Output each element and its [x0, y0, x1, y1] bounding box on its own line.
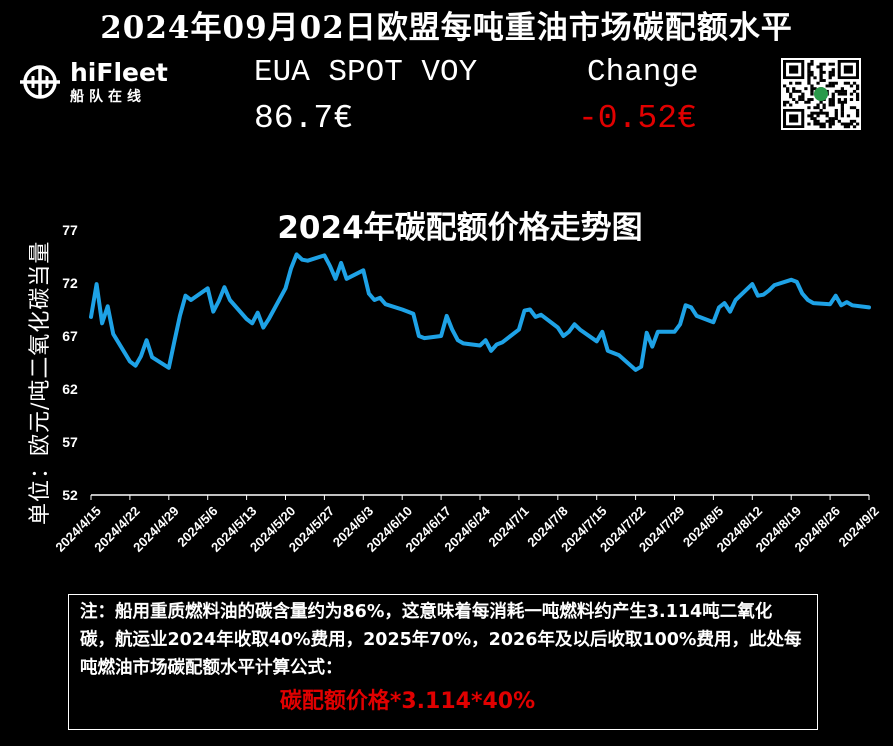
logo-subtitle: 船队在线 [70, 89, 146, 105]
y-tick-label: 72 [62, 275, 78, 291]
note-box: 注：船用重质燃料油的碳含量约为86%，这意味着每消耗一吨燃料约产生3.114吨二… [68, 594, 818, 730]
logo-name: hiFleet [70, 58, 168, 87]
x-tick-label: 2024/9/2 [836, 503, 882, 549]
y-tick-label: 52 [62, 487, 78, 503]
change-value: -0.52€ [578, 100, 697, 137]
eua-spot-value: 86.7€ [254, 100, 354, 137]
eua-spot-label: EUA SPOT VOY [254, 55, 478, 90]
price-line-chart: 2024/4/152024/4/222024/4/292024/5/62024/… [52, 222, 882, 555]
chart-title: 2024年碳配额价格走势图 [277, 210, 643, 246]
qr-code-icon [781, 58, 861, 130]
change-label: Change [587, 55, 699, 90]
note-formula: 碳配额价格*3.114*40% [279, 689, 536, 714]
note-text: 注：船用重质燃料油的碳含量约为86%，这意味着每消耗一吨燃料约产生3.114吨二… [80, 602, 802, 678]
y-tick-label: 62 [62, 381, 78, 397]
page-title: 2024年09月02日欧盟每吨重油市场碳配额水平 [100, 10, 793, 46]
y-tick-label: 57 [62, 434, 78, 450]
price-series-line [89, 252, 871, 372]
x-tick-label: 2024/7/1 [485, 503, 531, 549]
hifleet-logo-icon [20, 65, 60, 99]
y-tick-label: 67 [62, 328, 78, 344]
y-tick-label: 77 [62, 222, 78, 238]
